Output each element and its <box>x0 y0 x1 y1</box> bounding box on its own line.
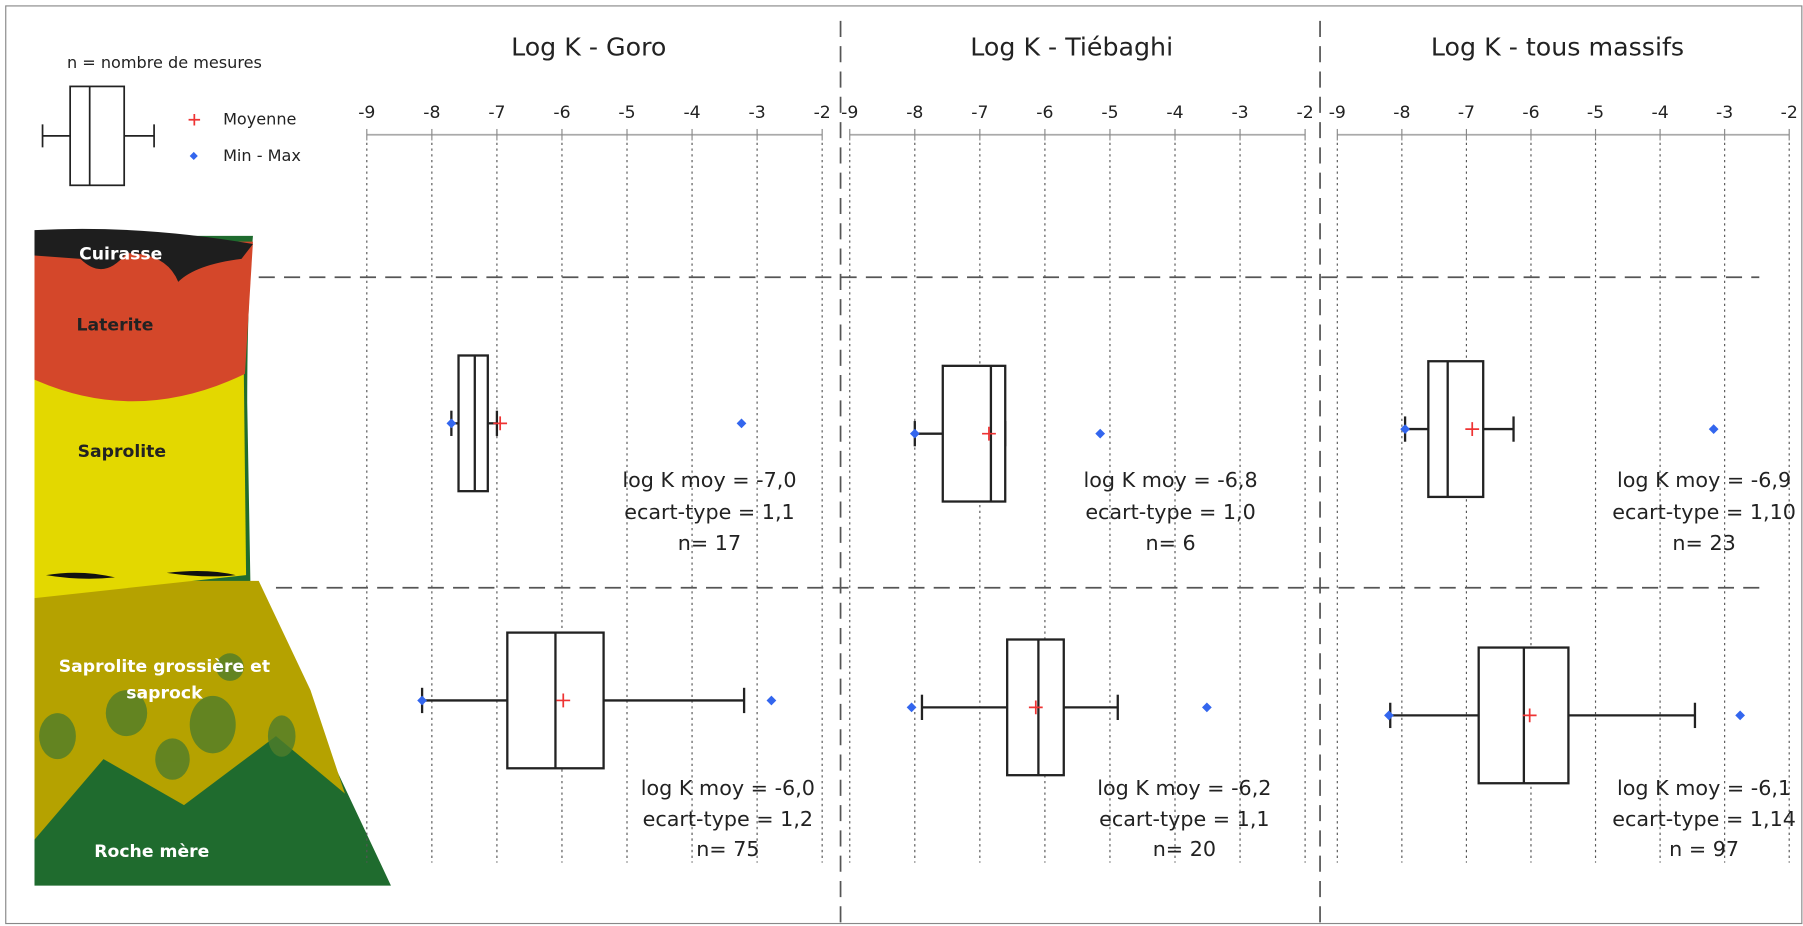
legend: n = nombre de mesures Moyenne Min - Max <box>41 53 301 187</box>
min-marker <box>909 428 920 439</box>
profile-label: saprock <box>126 684 203 704</box>
chart-title: Log K - Goro <box>511 32 666 61</box>
x-tick-label: -6 <box>1522 103 1539 123</box>
x-tick-label: -3 <box>1231 103 1248 123</box>
max-marker <box>1202 702 1212 713</box>
x-tick-label: -7 <box>1458 103 1475 123</box>
x-tick-label: -2 <box>814 103 831 123</box>
min-marker <box>906 702 917 713</box>
x-tick-label: -4 <box>683 103 700 123</box>
profile-label: Saprolite grossière et <box>59 657 270 677</box>
legend-minmax: Min - Max <box>223 146 301 165</box>
stat-label: ecart-type = 1,1 <box>1099 807 1269 831</box>
max-marker <box>1708 424 1719 434</box>
max-marker <box>1735 710 1746 721</box>
legend-title: n = nombre de mesures <box>67 53 262 72</box>
frame <box>5 5 1803 925</box>
x-tick-label: -9 <box>358 103 375 123</box>
x-tick-label: -3 <box>749 103 766 123</box>
stat-label: log K moy = -6,9 <box>1617 468 1791 492</box>
x-tick-label: -8 <box>1393 103 1410 123</box>
min-marker <box>446 418 457 429</box>
stat-label: n= 6 <box>1145 531 1195 555</box>
stat-label: log K moy = -6,1 <box>1617 776 1791 800</box>
stat-label: ecart-type = 1,2 <box>643 807 813 831</box>
x-tick-label: -3 <box>1716 103 1733 123</box>
x-tick-label: -5 <box>1101 103 1118 123</box>
stat-label: n= 17 <box>678 531 741 555</box>
profile-label: Laterite <box>77 316 154 336</box>
box <box>1006 638 1065 777</box>
stat-label: ecart-type = 1,1 <box>624 500 794 524</box>
mean-marker <box>982 426 996 441</box>
separators <box>258 20 1760 926</box>
x-tick-label: -6 <box>1036 103 1053 123</box>
profile-label: Saprolite <box>78 442 166 462</box>
mean-marker <box>1465 422 1480 436</box>
x-tick-label: -4 <box>1651 103 1668 123</box>
x-tick-label: -9 <box>841 103 858 123</box>
mean-marker <box>1522 708 1537 723</box>
x-tick-label: -4 <box>1166 103 1183 123</box>
stat-label: n= 23 <box>1672 531 1735 555</box>
min-marker <box>1400 424 1410 434</box>
mean-marker <box>556 693 571 708</box>
x-tick-label: -9 <box>1329 103 1346 123</box>
min-marker <box>417 695 427 706</box>
chart-title: Log K - tous massifs <box>1431 32 1684 61</box>
stat-label: log K moy = -7,0 <box>622 468 796 492</box>
legend-mean: Moyenne <box>223 109 296 128</box>
mean-marker <box>493 416 508 431</box>
x-tick-label: -2 <box>1781 103 1798 123</box>
x-tick-label: -5 <box>1587 103 1604 123</box>
max-marker <box>1095 428 1106 439</box>
x-tick-label: -7 <box>488 103 505 123</box>
stat-label: ecart-type = 1,10 <box>1612 500 1796 524</box>
x-tick-label: -7 <box>971 103 988 123</box>
profile-label: Cuirasse <box>79 244 162 264</box>
max-marker <box>766 695 777 706</box>
stat-label: log K moy = -6,8 <box>1083 468 1257 492</box>
stat-label: n= 20 <box>1153 837 1216 861</box>
min-marker <box>1384 710 1394 721</box>
stat-label: log K moy = -6,2 <box>1097 776 1271 800</box>
chart-title: Log K - Tiébaghi <box>970 32 1173 61</box>
x-tick-label: -8 <box>423 103 440 123</box>
stat-label: n= 75 <box>696 837 759 861</box>
x-tick-label: -6 <box>553 103 570 123</box>
stat-label: ecart-type = 1,14 <box>1612 807 1796 831</box>
stat-label: log K moy = -6,0 <box>641 776 815 800</box>
profile: Cuirasse Laterite Saprolite Saprolite gr… <box>34 228 391 886</box>
stat-label: ecart-type = 1,0 <box>1085 500 1255 524</box>
x-tick-label: -8 <box>906 103 923 123</box>
x-tick-label: -5 <box>618 103 635 123</box>
profile-label: Roche mère <box>94 842 209 862</box>
mean-marker <box>1028 700 1043 715</box>
box <box>457 354 489 493</box>
stat-label: n = 97 <box>1669 837 1739 861</box>
max-marker <box>736 418 747 429</box>
x-tick-label: -2 <box>1297 103 1314 123</box>
